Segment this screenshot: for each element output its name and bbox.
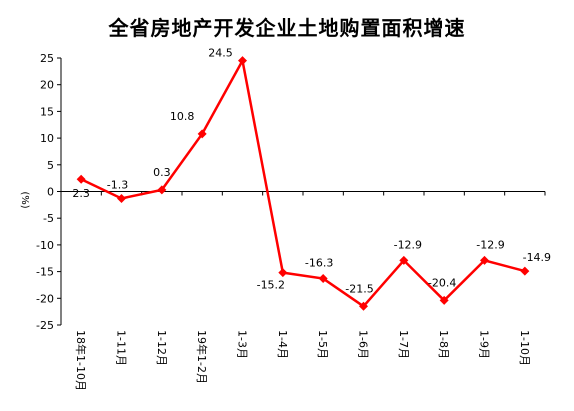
data-label: 24.5 <box>208 47 233 60</box>
x-tick-label: 1-9月 <box>478 330 491 359</box>
y-tick-label: -5 <box>43 212 54 225</box>
data-label: -15.2 <box>257 279 285 292</box>
data-point-marker <box>278 268 288 278</box>
data-point-marker <box>359 301 368 311</box>
data-point-marker <box>318 274 328 284</box>
x-tick-label: 18年1-10月 <box>74 330 88 391</box>
x-tick-label: 1-7月 <box>397 330 410 359</box>
y-tick-label: 0 <box>47 186 54 199</box>
y-tick-label: -20 <box>36 292 54 305</box>
x-tick-label: 1-4月 <box>276 330 289 359</box>
data-label: -12.9 <box>394 238 422 251</box>
data-point-marker <box>520 266 530 276</box>
y-tick-label: 20 <box>40 79 54 92</box>
y-tick-label: -15 <box>36 266 54 279</box>
data-label: -21.5 <box>345 282 373 295</box>
y-tick-label: -25 <box>36 319 54 332</box>
x-tick-label: 1-10月 <box>518 330 531 366</box>
data-point-marker <box>157 185 167 195</box>
data-label: 10.8 <box>170 110 195 123</box>
x-tick-label: 1-6月 <box>357 330 370 359</box>
data-point-marker <box>439 295 449 305</box>
data-point-marker <box>238 56 247 66</box>
y-axis-label: (%) <box>19 191 30 208</box>
data-label: -12.9 <box>476 238 504 251</box>
y-tick-label: -10 <box>36 239 54 252</box>
series-line-group <box>76 56 530 311</box>
x-tick-label: 19年1-2月 <box>195 330 209 384</box>
data-label: 0.3 <box>153 166 171 179</box>
data-label: -1.3 <box>107 178 128 191</box>
data-point-marker <box>197 129 207 139</box>
data-label: -20.4 <box>428 276 456 289</box>
series-line <box>80 57 526 308</box>
data-label: -16.3 <box>305 257 333 270</box>
x-tick-label: 1-8月 <box>437 330 450 359</box>
data-label: -14.9 <box>523 251 551 264</box>
data-label: 2.3 <box>72 187 90 200</box>
data-point-marker <box>76 174 86 184</box>
data-point-marker <box>117 193 126 203</box>
y-tick-label: 15 <box>40 105 54 118</box>
y-tick-label: 5 <box>47 159 54 172</box>
data-point-marker <box>480 255 489 265</box>
x-tick-label: 1-5月 <box>316 330 329 359</box>
data-label-group: 2.3 -1.3 0.3 10.8 24.5 -15.2 -16.3 -21.5 -12.9 -2… <box>72 47 551 296</box>
axes: -25 -20 -15 -10 -5 0 5 10 15 20 25 18年1-10月 1-11月 1-1… <box>36 52 546 391</box>
x-tick-label: 1-12月 <box>155 330 168 366</box>
y-tick-label: 10 <box>40 132 54 145</box>
x-tick-label: 1-3月 <box>236 330 249 359</box>
x-tick-label: 1-11月 <box>115 330 128 366</box>
data-point-marker <box>399 255 409 265</box>
y-tick-label: 25 <box>40 52 54 65</box>
chart-title: 全省房地产开发企业土地购置面积增速 <box>108 16 466 40</box>
